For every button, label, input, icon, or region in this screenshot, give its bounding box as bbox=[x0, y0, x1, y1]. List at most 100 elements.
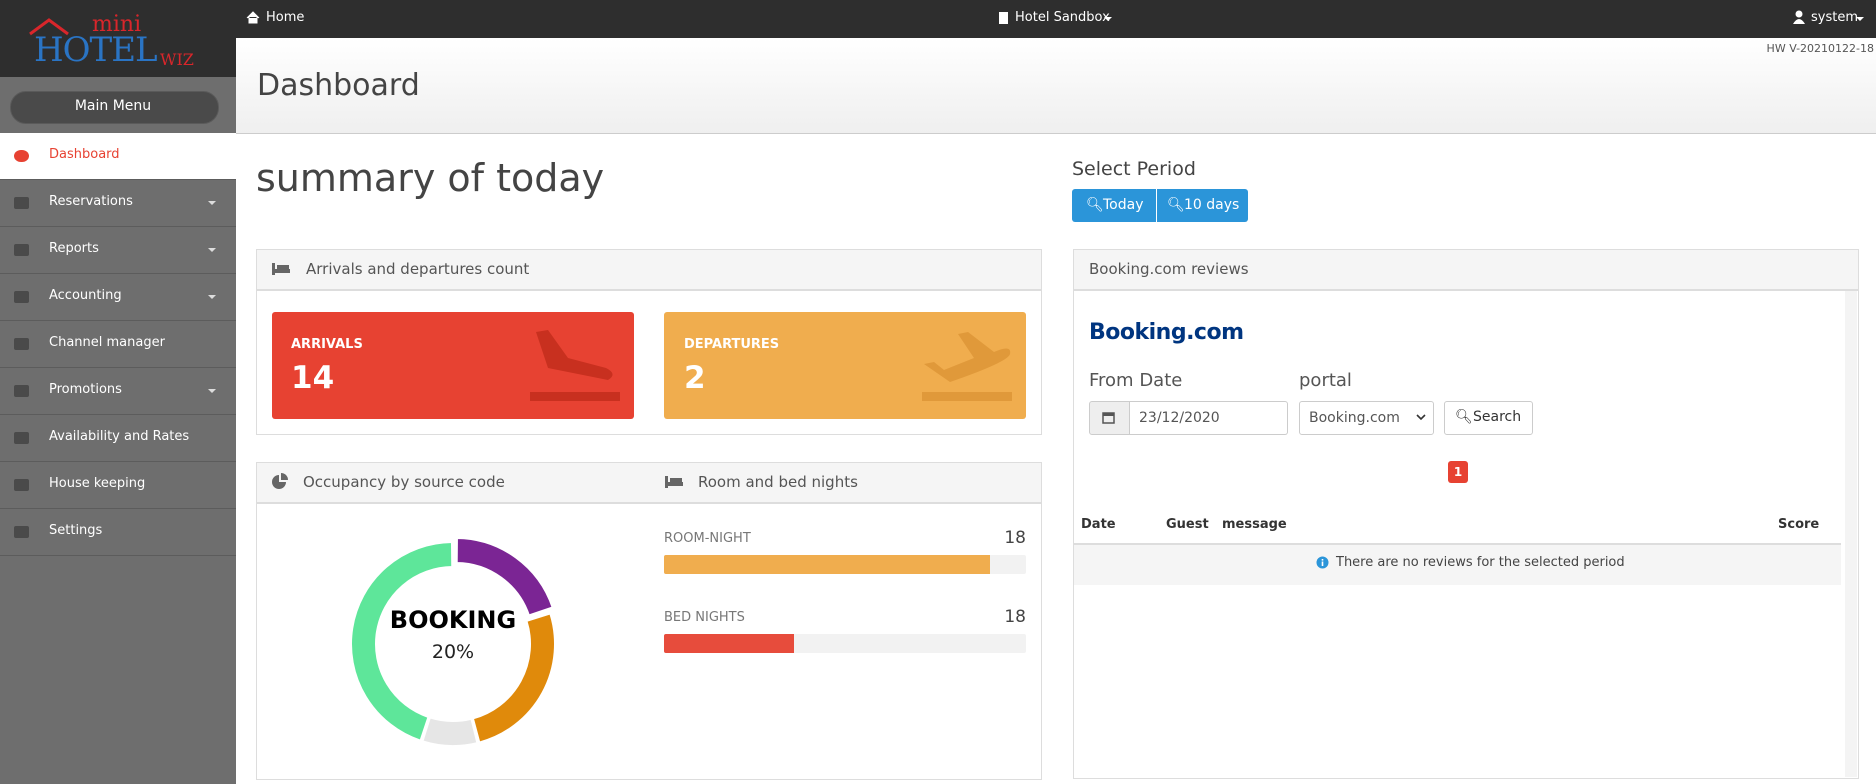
menu-item[interactable]: Channel manager bbox=[0, 321, 236, 368]
menu-icon bbox=[14, 291, 29, 303]
donut-segment bbox=[350, 540, 454, 742]
panel-title: Booking.com reviews bbox=[1089, 260, 1249, 278]
bed-icon bbox=[665, 476, 683, 488]
menu-label: Accounting bbox=[49, 288, 122, 303]
bar-value: 18 bbox=[1004, 528, 1026, 548]
panel-body bbox=[1073, 290, 1859, 779]
caret bbox=[208, 389, 216, 393]
date-input[interactable] bbox=[1128, 401, 1288, 435]
search-label: Search bbox=[1473, 409, 1522, 425]
bar-label: ROOM-NIGHT bbox=[664, 531, 751, 546]
main-menu-button[interactable] bbox=[10, 91, 219, 124]
from-date-label: From Date bbox=[1089, 370, 1183, 391]
departures-value: 2 bbox=[684, 360, 706, 396]
column-header: Score bbox=[1778, 517, 1820, 532]
calendar-addon bbox=[1089, 401, 1130, 435]
menu-label: Channel manager bbox=[49, 335, 165, 350]
page-button[interactable] bbox=[1448, 461, 1468, 483]
date-value: 23/12/2020 bbox=[1139, 410, 1220, 426]
menu-item[interactable]: Availability and Rates bbox=[0, 415, 236, 462]
period-label: Select Period bbox=[1072, 158, 1196, 180]
search-button[interactable] bbox=[1444, 401, 1533, 435]
menu-item[interactable]: Promotions bbox=[0, 368, 236, 415]
menu-icon-shape bbox=[14, 338, 29, 350]
booking-logo: Booking.com bbox=[1089, 320, 1244, 345]
menu-item[interactable]: Reservations bbox=[0, 180, 236, 227]
logo-mini: mini bbox=[92, 12, 142, 37]
user-dropdown[interactable]: system bbox=[1811, 10, 1858, 25]
plane-depart-icon bbox=[922, 332, 1012, 401]
caret bbox=[208, 201, 216, 205]
plane-land-icon bbox=[530, 330, 620, 401]
panel-title: Arrivals and departures count bbox=[306, 260, 530, 278]
logo-hotel: HOTEL bbox=[34, 30, 158, 70]
menu-item[interactable]: House keeping bbox=[0, 462, 236, 509]
info-icon bbox=[1316, 556, 1329, 569]
home-link[interactable]: Home bbox=[266, 10, 305, 25]
empty-message: There are no reviews for the selected pe… bbox=[1336, 555, 1625, 570]
menu-item[interactable]: Settings bbox=[0, 509, 236, 556]
logo-wiz: WIZ bbox=[160, 50, 194, 69]
menu-label: Reservations bbox=[49, 194, 133, 209]
ten-days-button[interactable] bbox=[1157, 189, 1248, 222]
bed-icon bbox=[272, 263, 290, 275]
menu-label: Settings bbox=[49, 523, 103, 538]
panel-title: Occupancy by source code bbox=[303, 473, 505, 491]
menu-item[interactable]: Reports bbox=[0, 227, 236, 274]
menu-item[interactable]: Dashboard bbox=[0, 133, 236, 180]
column-header: Guest bbox=[1166, 517, 1209, 532]
page-header bbox=[236, 38, 1876, 134]
button-label: 10 days bbox=[1184, 197, 1240, 213]
calendar-icon bbox=[1102, 412, 1115, 424]
scrollbar[interactable] bbox=[1845, 291, 1857, 777]
donut-center-label: BOOKING bbox=[390, 606, 516, 634]
page-title: Dashboard bbox=[257, 68, 420, 103]
version: HW V-20210122-18 bbox=[1766, 42, 1874, 55]
pie-icon bbox=[272, 473, 288, 489]
menu-icon bbox=[14, 385, 29, 397]
summary-title: summary of today bbox=[256, 156, 605, 200]
home-icon bbox=[246, 11, 260, 24]
select-arrow bbox=[1416, 414, 1426, 421]
menu-label: House keeping bbox=[49, 476, 146, 491]
caret bbox=[208, 248, 216, 252]
today-button[interactable] bbox=[1072, 189, 1156, 222]
donut-segment bbox=[471, 612, 556, 744]
donut-chart: BOOKING 20% bbox=[350, 536, 556, 747]
caret bbox=[208, 295, 216, 299]
arrivals-label: ARRIVALS bbox=[291, 337, 363, 352]
search-icon: 🔍︎ bbox=[1167, 197, 1185, 213]
donut-segment bbox=[421, 716, 479, 747]
hotel-dropdown[interactable]: Hotel Sandbox bbox=[1015, 10, 1110, 25]
bar-label: BED NIGHTS bbox=[664, 610, 745, 625]
menu-icon bbox=[14, 197, 29, 209]
menu-icon bbox=[14, 526, 29, 538]
portal-value: Booking.com bbox=[1309, 410, 1400, 426]
portal-label: portal bbox=[1299, 370, 1352, 391]
menu-icon-shape bbox=[14, 432, 29, 444]
portal-select[interactable] bbox=[1299, 401, 1434, 435]
menu-label: Promotions bbox=[49, 382, 122, 397]
bar-fill bbox=[664, 634, 795, 653]
empty-row bbox=[1074, 543, 1841, 585]
menu-label: Reports bbox=[49, 241, 99, 256]
logo-roof bbox=[29, 18, 69, 36]
button-label: Today bbox=[1103, 197, 1144, 213]
donut-segment bbox=[455, 536, 554, 617]
main-menu-label: Main Menu bbox=[74, 98, 152, 114]
menu-item[interactable]: Accounting bbox=[0, 274, 236, 321]
menu-icon-shape bbox=[14, 150, 29, 162]
menu-icon bbox=[14, 244, 29, 256]
menu-icon bbox=[14, 432, 29, 444]
panel-header bbox=[256, 249, 1042, 290]
column-header: message bbox=[1222, 517, 1287, 532]
donut-center-value: 20% bbox=[432, 641, 474, 663]
page-number: 1 bbox=[1453, 465, 1463, 479]
menu-icon-shape bbox=[14, 385, 29, 397]
bar-fill bbox=[664, 555, 990, 574]
panel-header bbox=[256, 462, 1042, 503]
panel-title: Room and bed nights bbox=[698, 473, 858, 491]
menu-icon bbox=[14, 338, 29, 350]
menu-icon-shape bbox=[14, 291, 29, 303]
menu-icon bbox=[14, 150, 29, 162]
